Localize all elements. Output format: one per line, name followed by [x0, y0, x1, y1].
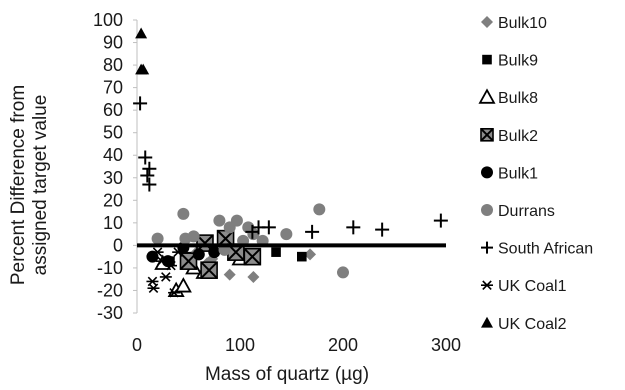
- legend-marker-bulk2: [480, 128, 494, 142]
- y-tick-label: 50: [103, 123, 123, 143]
- y-tick-label: -10: [97, 258, 123, 278]
- legend-marker-south-african: [481, 241, 493, 254]
- legend-item-durrans: Durrans: [481, 203, 555, 220]
- y-tick-label: -20: [97, 280, 123, 300]
- data-point-south-african: [346, 220, 361, 235]
- data-point-bulk10: [223, 268, 236, 281]
- y-tick-label: 60: [103, 100, 123, 120]
- data-point-south-african: [375, 222, 390, 237]
- legend-item-uk-coal1: UK Coal1: [481, 278, 567, 295]
- x-axis-title: Mass of quartz (µg): [205, 364, 369, 385]
- data-point-bulk1: [192, 248, 205, 261]
- legend-label-bulk2: Bulk2: [498, 128, 538, 145]
- x-tick-label: 200: [328, 335, 358, 355]
- data-point-south-african: [138, 150, 153, 165]
- legend-label-bulk1: Bulk1: [498, 165, 538, 182]
- legend-label-bulk10: Bulk10: [498, 15, 547, 32]
- data-point-south-african: [142, 161, 157, 176]
- legend-item-bulk1: Bulk1: [481, 165, 538, 182]
- data-point-bulk2: [200, 261, 218, 279]
- y-tick-label: 90: [103, 33, 123, 53]
- legend-marker-bulk8: [478, 88, 496, 104]
- data-point-south-african: [305, 224, 320, 239]
- legend-item-bulk10: Bulk10: [481, 15, 547, 32]
- data-point-durrans: [280, 228, 293, 241]
- data-point-bulk10: [247, 270, 260, 283]
- legend-label-bulk8: Bulk8: [498, 90, 538, 107]
- legend-label-durrans: Durrans: [498, 203, 555, 220]
- data-point-bulk1: [208, 246, 221, 259]
- data-point-bulk9: [271, 247, 281, 257]
- x-tick-label: 300: [431, 335, 461, 355]
- legend-label-bulk9: Bulk9: [498, 53, 538, 70]
- data-point-bulk9: [297, 251, 307, 262]
- legend-marker-uk-coal2: [481, 316, 493, 328]
- y-tick-label: 80: [103, 55, 123, 75]
- legend-label-south-african: South African: [498, 241, 593, 258]
- y-tick-label: 40: [103, 145, 123, 165]
- data-point-uk-coal1: [155, 256, 168, 266]
- data-point-uk-coal1: [168, 287, 181, 298]
- data-point-uk-coal1: [151, 247, 164, 257]
- data-point-south-african: [433, 213, 448, 228]
- data-point-south-african: [133, 96, 148, 111]
- legend-item-south-african: South African: [481, 241, 593, 258]
- legend-marker-bulk1: [481, 166, 493, 179]
- data-point-uk-coal1: [172, 247, 185, 257]
- points-layer: [133, 27, 448, 298]
- data-point-durrans: [151, 232, 164, 245]
- y-tick-label: 10: [103, 213, 123, 233]
- data-point-uk-coal1: [159, 272, 172, 282]
- legend-label-uk-coal2: UK Coal2: [498, 316, 567, 333]
- legend-marker-bulk10: [481, 16, 493, 28]
- data-point-durrans: [313, 203, 326, 216]
- data-point-uk-coal1: [147, 283, 160, 293]
- y-tick-label: -30: [97, 303, 123, 323]
- y-tick-label: 100: [93, 10, 123, 30]
- y-tick-label: 0: [113, 235, 123, 255]
- data-point-durrans: [177, 207, 190, 220]
- legend-marker-durrans: [481, 204, 493, 216]
- legend-item-bulk2: Bulk2: [480, 128, 538, 145]
- x-tick-label: 100: [225, 335, 255, 355]
- legend-item-uk-coal2: UK Coal2: [481, 316, 567, 333]
- y-axis-title-line1: Percent Difference from: [8, 85, 29, 285]
- y-tick-label: 70: [103, 78, 123, 98]
- legend: Bulk10 Bulk9 Bulk8 Bulk2 Bulk1 Durrans South A…: [478, 15, 593, 333]
- data-point-bulk8: [174, 277, 192, 293]
- data-point-bulk10: [304, 248, 317, 261]
- legend-item-bulk9: Bulk9: [482, 53, 538, 70]
- data-point-uk-coal2: [137, 63, 150, 75]
- legend-item-bulk8: Bulk8: [478, 88, 538, 107]
- legend-marker-bulk9: [482, 54, 492, 65]
- y-tick-label: 20: [103, 190, 123, 210]
- data-point-uk-coal1: [164, 260, 177, 271]
- data-point-south-african: [140, 168, 155, 183]
- y-axis-title-line2: assigned target value: [30, 95, 51, 276]
- data-point-durrans: [213, 214, 226, 227]
- legend-label-uk-coal1: UK Coal1: [498, 278, 567, 295]
- legend-marker-uk-coal1: [481, 280, 493, 290]
- data-point-south-african: [261, 220, 276, 235]
- x-tick-label: 0: [132, 335, 142, 355]
- data-point-durrans: [187, 230, 200, 243]
- data-point-uk-coal2: [135, 27, 148, 39]
- y-tick-label: 30: [103, 168, 123, 188]
- data-point-durrans: [337, 266, 349, 279]
- data-point-bulk2: [243, 247, 262, 266]
- data-point-south-african: [142, 177, 157, 192]
- data-point-durrans: [230, 214, 243, 227]
